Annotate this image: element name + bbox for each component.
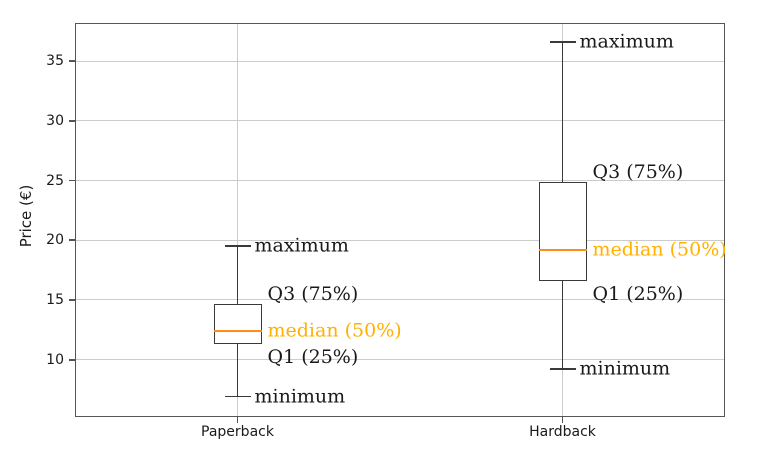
y-tick-mark xyxy=(69,60,75,63)
annotation-median: median (50%) xyxy=(592,238,727,261)
x-tick-label: Hardback xyxy=(529,424,596,440)
gridline-horizontal xyxy=(75,239,725,241)
y-tick-mark xyxy=(69,299,75,301)
annotation-max: maximum xyxy=(254,234,349,257)
whisker-cap-max xyxy=(224,245,251,248)
y-tick-label: 10 xyxy=(46,351,64,368)
annotation-q1: Q1 (25%) xyxy=(592,282,684,305)
x-tick-mark xyxy=(236,417,239,423)
gridline-horizontal xyxy=(75,299,725,301)
annotation-min: minimum xyxy=(254,385,346,408)
y-tick-label: 35 xyxy=(46,53,64,70)
gridline-horizontal xyxy=(75,120,725,122)
y-tick-label: 30 xyxy=(46,112,64,129)
median-line xyxy=(538,248,587,251)
y-tick-label: 20 xyxy=(46,232,64,249)
gridline-vertical xyxy=(237,23,238,417)
whisker-cap-min xyxy=(549,368,576,371)
annotation-median: median (50%) xyxy=(267,319,402,342)
iqr-box xyxy=(213,303,262,345)
whisker-upper xyxy=(561,42,564,182)
median-line xyxy=(213,330,262,332)
iqr-box xyxy=(538,181,587,281)
annotation-min: minimum xyxy=(579,357,671,380)
whisker-cap-max xyxy=(549,41,576,43)
y-tick-mark xyxy=(69,179,75,182)
y-tick-label: 25 xyxy=(46,172,64,189)
y-tick-mark xyxy=(69,358,75,361)
annotation-q1: Q1 (25%) xyxy=(267,346,359,369)
whisker-lower xyxy=(561,280,564,370)
annotation-q3: Q3 (75%) xyxy=(592,160,684,183)
whisker-upper xyxy=(236,246,239,304)
y-tick-mark xyxy=(69,239,75,242)
gridline-horizontal xyxy=(75,180,725,182)
y-tick-mark xyxy=(69,120,75,122)
annotation-max: maximum xyxy=(579,30,674,53)
y-tick-label: 15 xyxy=(46,291,64,308)
whisker-lower xyxy=(236,344,239,397)
gridline-horizontal xyxy=(75,359,725,361)
annotation-q3: Q3 (75%) xyxy=(267,282,359,305)
gridline-horizontal xyxy=(75,60,725,62)
x-tick-mark xyxy=(561,417,564,423)
x-tick-label: Paperback xyxy=(201,424,274,440)
whisker-cap-min xyxy=(224,395,251,398)
